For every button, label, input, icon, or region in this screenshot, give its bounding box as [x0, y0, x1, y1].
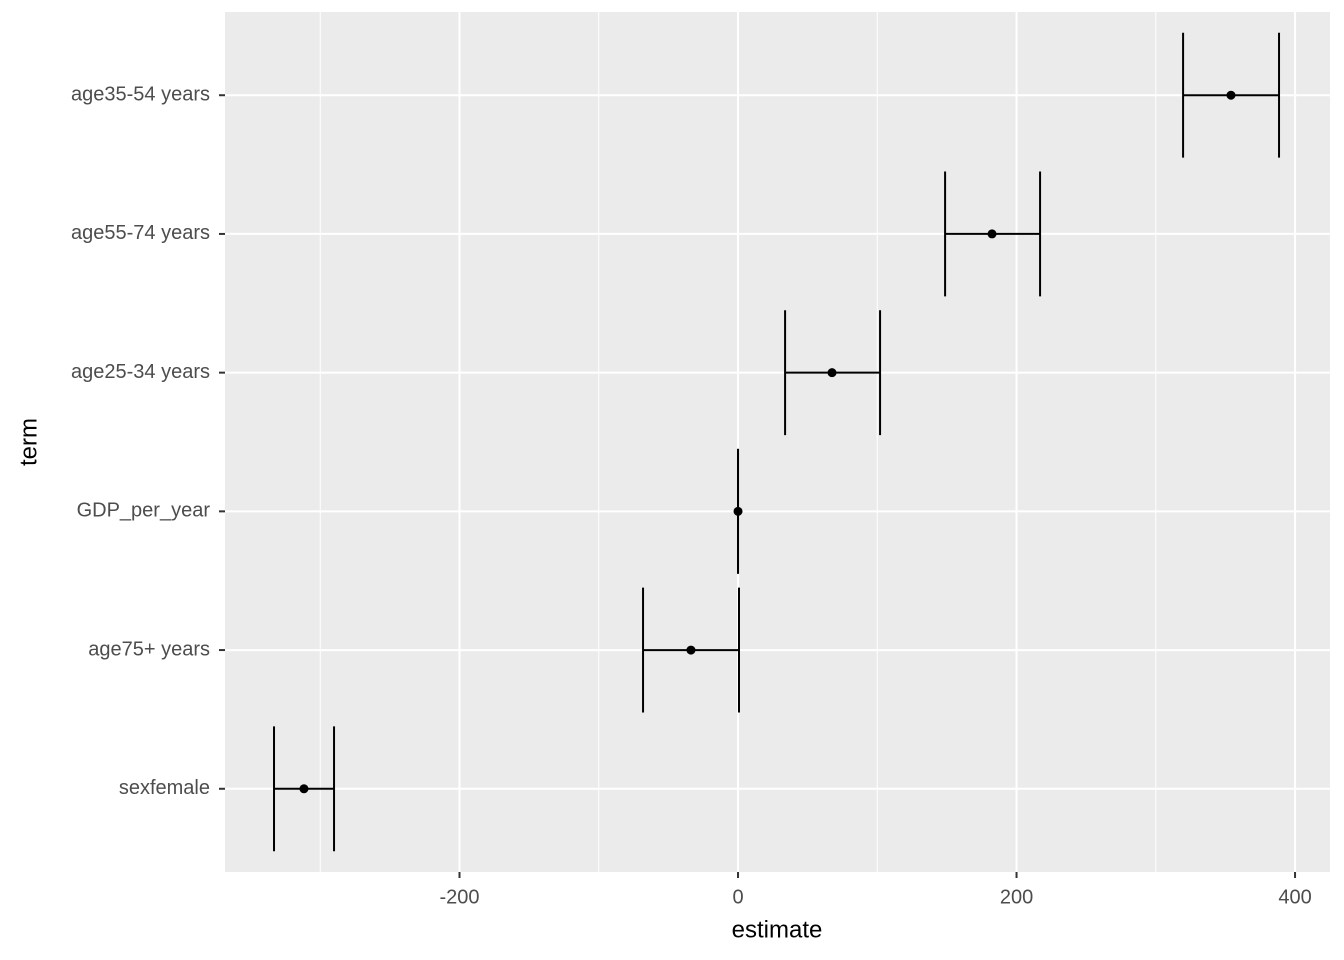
y-tick-label: GDP_per_year: [77, 500, 211, 522]
point: [686, 645, 696, 655]
point: [299, 784, 309, 794]
y-tick-label: age35-54 years: [71, 84, 210, 106]
x-tick-label: 200: [1000, 886, 1033, 908]
x-axis-title: estimate: [732, 916, 823, 943]
y-axis-title: term: [15, 418, 42, 466]
point: [827, 368, 837, 378]
y-tick-label: sexfemale: [119, 777, 210, 799]
point: [987, 229, 997, 239]
marks: [273, 32, 1281, 852]
y-tick-label: age25-34 years: [71, 361, 210, 383]
x-tick-label: -200: [439, 886, 479, 908]
y-tick-label: age55-74 years: [71, 222, 210, 244]
x-tick-label: 400: [1278, 886, 1311, 908]
panel-background: [225, 12, 1330, 872]
point: [733, 506, 743, 516]
x-tick-label: 0: [732, 886, 743, 908]
grid: [225, 12, 1330, 872]
y-tick-label: age75+ years: [88, 638, 210, 660]
point: [1226, 90, 1236, 100]
